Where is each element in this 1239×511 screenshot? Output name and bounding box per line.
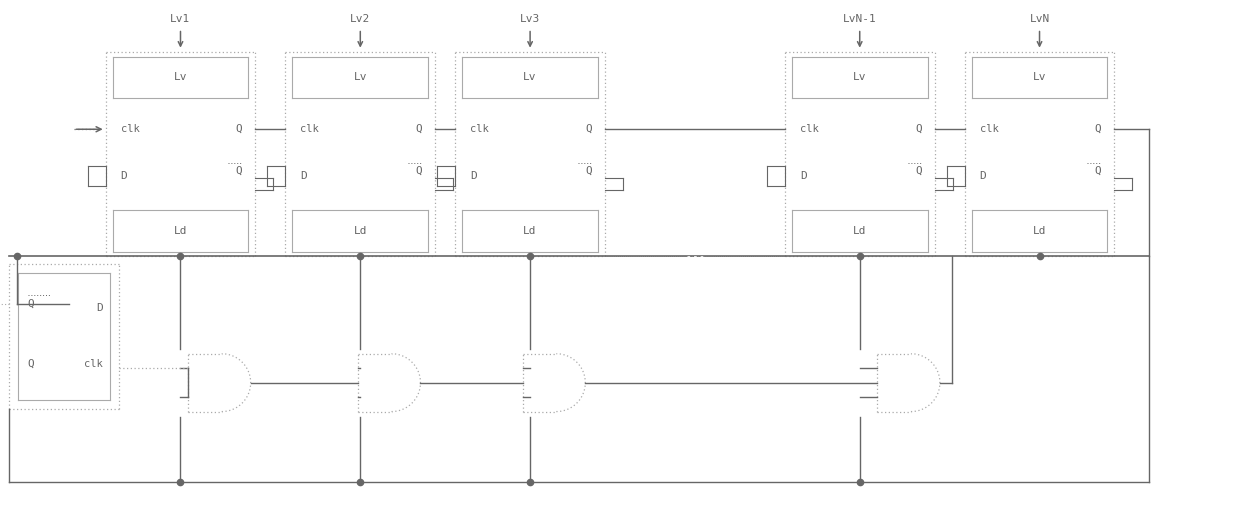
Text: Ld: Ld — [1033, 226, 1046, 236]
Polygon shape — [523, 354, 585, 411]
Text: Q: Q — [585, 166, 592, 176]
Text: Q: Q — [235, 124, 243, 134]
Text: D: D — [980, 171, 986, 181]
Text: Q: Q — [1095, 166, 1101, 176]
Text: Lv: Lv — [852, 73, 866, 82]
Text: clk: clk — [980, 124, 999, 134]
Text: Ld: Ld — [353, 226, 367, 236]
Text: Q: Q — [415, 124, 422, 134]
Text: Q: Q — [585, 124, 592, 134]
Text: Lv: Lv — [1033, 73, 1046, 82]
Text: clk: clk — [800, 124, 819, 134]
Text: LvN: LvN — [1030, 14, 1049, 24]
Text: D: D — [120, 171, 128, 181]
Text: clk: clk — [470, 124, 489, 134]
Text: - - - - - - - -: - - - - - - - - — [670, 124, 720, 134]
Text: Q: Q — [914, 124, 922, 134]
Text: Q: Q — [27, 298, 35, 309]
Text: Lv: Lv — [523, 73, 536, 82]
Text: Lv: Lv — [353, 73, 367, 82]
Text: Q: Q — [1095, 124, 1101, 134]
Text: D: D — [300, 171, 307, 181]
Text: - - - - - - -: - - - - - - - — [673, 378, 716, 388]
Text: Lv: Lv — [173, 73, 187, 82]
Text: Q: Q — [235, 166, 243, 176]
Text: clk: clk — [300, 124, 320, 134]
Polygon shape — [188, 354, 250, 411]
Text: Q: Q — [914, 166, 922, 176]
Text: LvN-1: LvN-1 — [843, 14, 877, 24]
Text: clk: clk — [120, 124, 139, 134]
Polygon shape — [358, 354, 420, 411]
Text: Lv3: Lv3 — [520, 14, 540, 24]
Text: - - -: - - - — [686, 251, 704, 261]
Polygon shape — [877, 354, 940, 411]
Text: Ld: Ld — [852, 226, 866, 236]
Text: Q: Q — [27, 359, 35, 369]
Text: Lv2: Lv2 — [351, 14, 370, 24]
Text: D: D — [800, 171, 807, 181]
Text: clk: clk — [84, 359, 103, 369]
Text: Ld: Ld — [173, 226, 187, 236]
Text: Lv1: Lv1 — [171, 14, 191, 24]
Text: Ld: Ld — [523, 226, 536, 236]
Text: D: D — [470, 171, 477, 181]
Text: D: D — [95, 304, 103, 313]
Text: Q: Q — [415, 166, 422, 176]
